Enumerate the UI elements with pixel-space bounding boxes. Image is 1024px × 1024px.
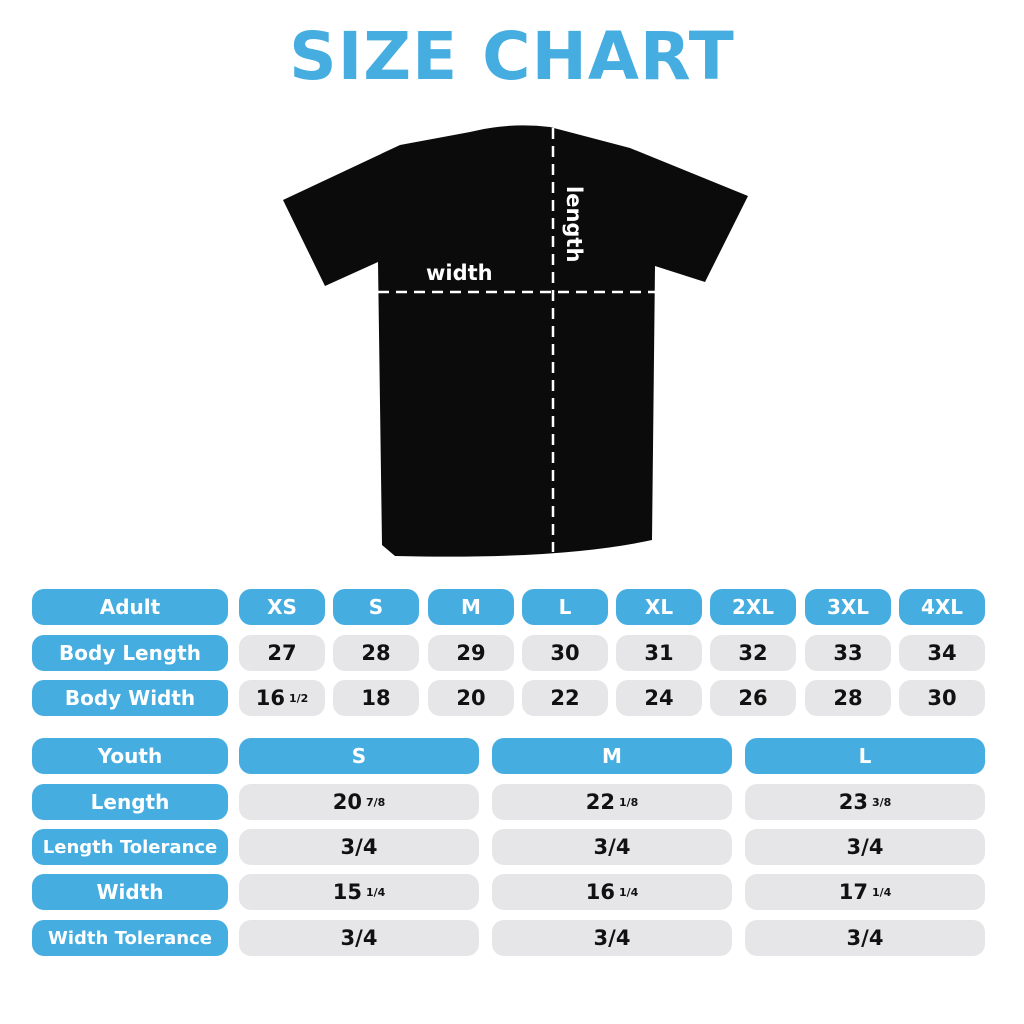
adult-row-label: Body Length <box>32 635 228 671</box>
youth-value-cell: 3/4 <box>492 829 732 865</box>
adult-value-cell: 16 1/2 <box>239 680 325 716</box>
value-whole: 31 <box>644 641 674 665</box>
value-whole: 30 <box>550 641 580 665</box>
value-fraction: 7/8 <box>365 795 386 809</box>
value-fraction: 1/4 <box>618 885 639 899</box>
value-fraction: 1/8 <box>618 795 639 809</box>
value-whole: 22 <box>585 790 615 814</box>
value-whole: 17 <box>838 880 868 904</box>
adult-value-cell: 32 <box>710 635 796 671</box>
value-fraction: 3/8 <box>871 795 892 809</box>
value-whole: 33 <box>833 641 863 665</box>
adult-value-cell: 28 <box>333 635 419 671</box>
youth-size-header: S <box>239 738 479 774</box>
value-whole: 16 <box>255 686 285 710</box>
youth-row-label: Width Tolerance <box>32 920 228 956</box>
adult-value-cell: 27 <box>239 635 325 671</box>
value-whole: 16 <box>585 880 615 904</box>
youth-size-header: M <box>492 738 732 774</box>
youth-value-cell: 17 1/4 <box>745 874 985 910</box>
adult-value-cell: 20 <box>428 680 514 716</box>
adult-value-cell: 34 <box>899 635 985 671</box>
adult-size-header: 3XL <box>805 589 891 625</box>
adult-value-cell: 33 <box>805 635 891 671</box>
value-whole: 3/4 <box>340 926 378 950</box>
adult-size-header: 2XL <box>710 589 796 625</box>
value-whole: 15 <box>332 880 362 904</box>
youth-value-cell: 3/4 <box>745 920 985 956</box>
value-whole: 22 <box>550 686 580 710</box>
value-whole: 23 <box>838 790 868 814</box>
adult-size-header: 4XL <box>899 589 985 625</box>
value-fraction: 1/4 <box>365 885 386 899</box>
value-fraction: 1/2 <box>288 691 309 705</box>
value-whole: 28 <box>361 641 391 665</box>
adult-value-cell: 31 <box>616 635 702 671</box>
youth-value-cell: 20 7/8 <box>239 784 479 820</box>
value-whole: 28 <box>833 686 863 710</box>
value-whole: 3/4 <box>846 835 884 859</box>
value-whole: 24 <box>644 686 674 710</box>
youth-value-cell: 3/4 <box>239 829 479 865</box>
youth-row-label: Length <box>32 784 228 820</box>
value-whole: 3/4 <box>846 926 884 950</box>
width-label: width <box>426 261 493 285</box>
youth-value-cell: 23 3/8 <box>745 784 985 820</box>
youth-value-cell: 22 1/8 <box>492 784 732 820</box>
adult-value-cell: 30 <box>899 680 985 716</box>
value-whole: 20 <box>456 686 486 710</box>
value-whole: 26 <box>738 686 768 710</box>
value-whole: 34 <box>927 641 957 665</box>
adult-value-cell: 30 <box>522 635 608 671</box>
length-label: length <box>562 186 586 262</box>
value-whole: 18 <box>361 686 391 710</box>
adult-value-cell: 22 <box>522 680 608 716</box>
youth-value-cell: 3/4 <box>745 829 985 865</box>
value-whole: 3/4 <box>340 835 378 859</box>
adult-size-header: L <box>522 589 608 625</box>
youth-header: Youth <box>32 738 228 774</box>
adult-value-cell: 18 <box>333 680 419 716</box>
tshirt-shape <box>283 125 748 557</box>
youth-value-cell: 3/4 <box>239 920 479 956</box>
youth-value-cell: 15 1/4 <box>239 874 479 910</box>
value-whole: 3/4 <box>593 926 631 950</box>
value-whole: 20 <box>332 790 362 814</box>
value-fraction: 1/4 <box>871 885 892 899</box>
youth-size-header: L <box>745 738 985 774</box>
value-whole: 30 <box>927 686 957 710</box>
adult-size-header: XL <box>616 589 702 625</box>
youth-value-cell: 3/4 <box>492 920 732 956</box>
adult-row-label: Body Width <box>32 680 228 716</box>
adult-header: Adult <box>32 589 228 625</box>
adult-value-cell: 28 <box>805 680 891 716</box>
value-whole: 29 <box>456 641 486 665</box>
youth-row-label: Length Tolerance <box>32 829 228 865</box>
tshirt-diagram: width length <box>283 125 748 557</box>
youth-row-label: Width <box>32 874 228 910</box>
adult-value-cell: 29 <box>428 635 514 671</box>
value-whole: 3/4 <box>593 835 631 859</box>
adult-size-header: S <box>333 589 419 625</box>
adult-size-header: XS <box>239 589 325 625</box>
page-title: SIZE CHART <box>289 18 735 95</box>
adult-value-cell: 26 <box>710 680 796 716</box>
value-whole: 27 <box>267 641 297 665</box>
youth-value-cell: 16 1/4 <box>492 874 732 910</box>
adult-value-cell: 24 <box>616 680 702 716</box>
adult-size-header: M <box>428 589 514 625</box>
value-whole: 32 <box>738 641 768 665</box>
